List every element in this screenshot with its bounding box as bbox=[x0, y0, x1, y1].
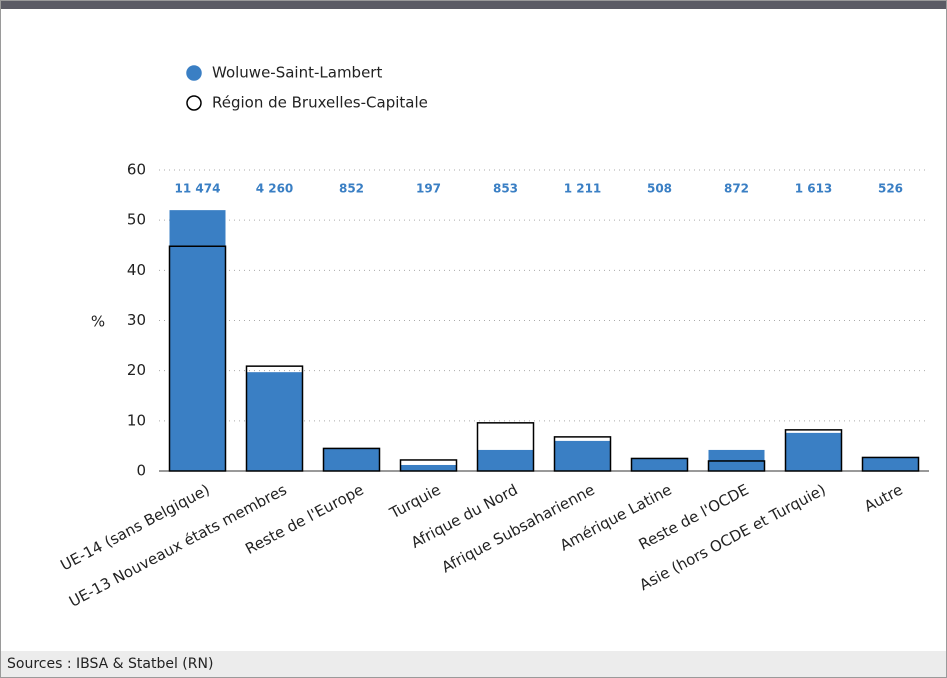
header-bar bbox=[1, 1, 946, 9]
count-label: 853 bbox=[493, 182, 518, 196]
source-note: Sources : IBSA & Statbel (RN) bbox=[1, 651, 946, 677]
bar bbox=[399, 459, 458, 472]
y-tick-label: 50 bbox=[127, 211, 146, 229]
y-tick-label: 40 bbox=[127, 261, 146, 279]
y-tick-label: 10 bbox=[127, 411, 146, 429]
count-label: 11 474 bbox=[175, 182, 221, 196]
bar bbox=[477, 449, 534, 471]
bar bbox=[246, 372, 303, 471]
bar bbox=[554, 440, 611, 471]
bar bbox=[400, 464, 457, 471]
count-label: 526 bbox=[878, 182, 903, 196]
bar bbox=[323, 447, 380, 471]
bar bbox=[631, 457, 688, 471]
legend-label: Woluwe-Saint-Lambert bbox=[212, 64, 382, 82]
count-label: 852 bbox=[339, 182, 364, 196]
x-tick-label: Autre bbox=[861, 481, 905, 516]
count-label: 508 bbox=[647, 182, 672, 196]
y-tick-label: 30 bbox=[127, 311, 146, 329]
y-tick-label: 20 bbox=[127, 361, 146, 379]
x-tick-label: Turquie bbox=[386, 481, 444, 523]
count-label: 197 bbox=[416, 182, 441, 196]
bar bbox=[476, 422, 535, 472]
count-label: 1 613 bbox=[795, 182, 833, 196]
count-label: 4 260 bbox=[256, 182, 294, 196]
y-tick-label: 0 bbox=[136, 462, 146, 480]
bar bbox=[168, 245, 227, 472]
count-label: 1 211 bbox=[564, 182, 602, 196]
legend-marker bbox=[186, 65, 202, 81]
bar bbox=[169, 210, 226, 471]
count-label: 872 bbox=[724, 182, 749, 196]
y-axis-label: % bbox=[91, 313, 105, 331]
bar bbox=[245, 365, 304, 472]
y-tick-label: 60 bbox=[127, 161, 146, 179]
legend-marker bbox=[186, 95, 202, 111]
bar bbox=[862, 456, 919, 471]
legend-label: Région de Bruxelles-Capitale bbox=[212, 94, 428, 112]
bar bbox=[784, 429, 843, 472]
bar bbox=[785, 432, 842, 471]
chart: % Woluwe-Saint-Lambert Région de Bruxelle… bbox=[57, 64, 929, 611]
bar bbox=[553, 436, 612, 472]
bar bbox=[322, 447, 381, 472]
bar bbox=[630, 457, 689, 472]
bar bbox=[861, 456, 920, 472]
bar bbox=[707, 460, 766, 472]
